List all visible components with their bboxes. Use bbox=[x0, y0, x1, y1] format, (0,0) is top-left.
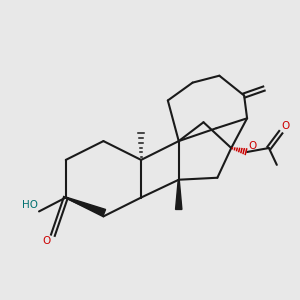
Text: O: O bbox=[43, 236, 51, 246]
Text: HO: HO bbox=[22, 200, 38, 210]
Text: O: O bbox=[282, 121, 290, 131]
Polygon shape bbox=[66, 197, 106, 215]
Text: O: O bbox=[248, 141, 256, 151]
Polygon shape bbox=[176, 180, 182, 209]
